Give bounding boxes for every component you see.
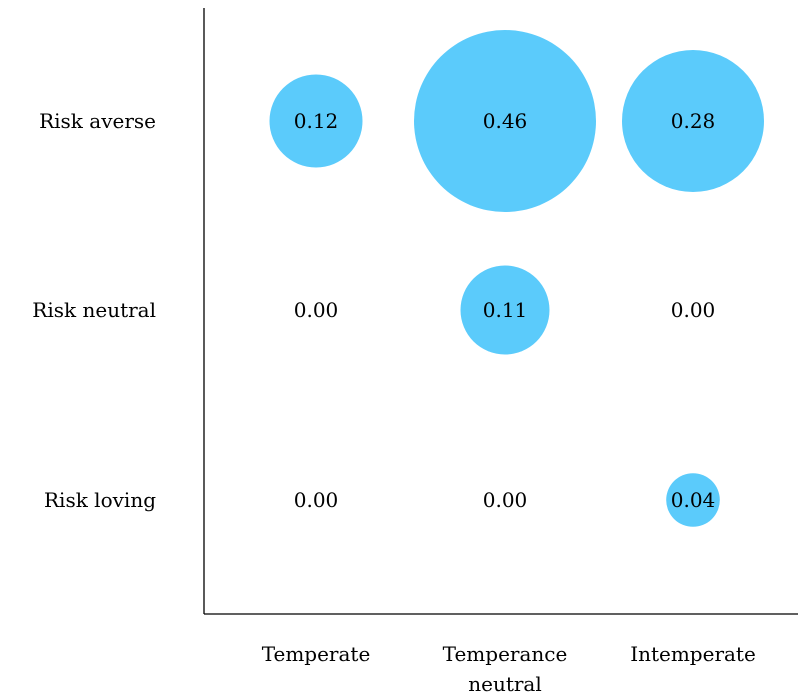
value-label-r2-c1: 0.00 <box>483 488 528 512</box>
column-label-1-line-1: neutral <box>468 672 542 696</box>
bubble-layer <box>269 30 764 527</box>
column-label-0-line-0: Temperate <box>262 642 371 666</box>
value-label-r2-c2: 0.04 <box>671 488 716 512</box>
axes <box>203 8 798 615</box>
value-label-r0-c1: 0.46 <box>483 109 528 133</box>
bubble-r1-c1 <box>460 265 550 355</box>
value-label-r1-c0: 0.00 <box>294 298 339 322</box>
bubble-r0-c0 <box>269 74 363 168</box>
bubble-r2-c2 <box>666 473 720 527</box>
column-labels: Temperate Temperance neutral Intemperate <box>262 642 756 696</box>
row-labels: Risk averse Risk neutral Risk loving <box>32 109 156 512</box>
value-label-r1-c1: 0.11 <box>483 298 528 322</box>
column-label-2-line-0: Intemperate <box>630 642 756 666</box>
row-label-1: Risk neutral <box>32 298 156 322</box>
column-label-1-line-0: Temperance <box>443 642 568 666</box>
row-label-2: Risk loving <box>44 488 156 512</box>
value-label-r1-c2: 0.00 <box>671 298 716 322</box>
row-label-0: Risk averse <box>39 109 156 133</box>
value-label-r2-c0: 0.00 <box>294 488 339 512</box>
value-label-r0-c0: 0.12 <box>294 109 339 133</box>
value-label-layer: 0.12 0.46 0.28 0.00 0.11 0.00 0.00 0.00 0.04 <box>294 109 716 512</box>
bubble-r0-c1 <box>414 30 596 212</box>
value-label-r0-c2: 0.28 <box>671 109 716 133</box>
bubble-r0-c2 <box>622 50 764 192</box>
